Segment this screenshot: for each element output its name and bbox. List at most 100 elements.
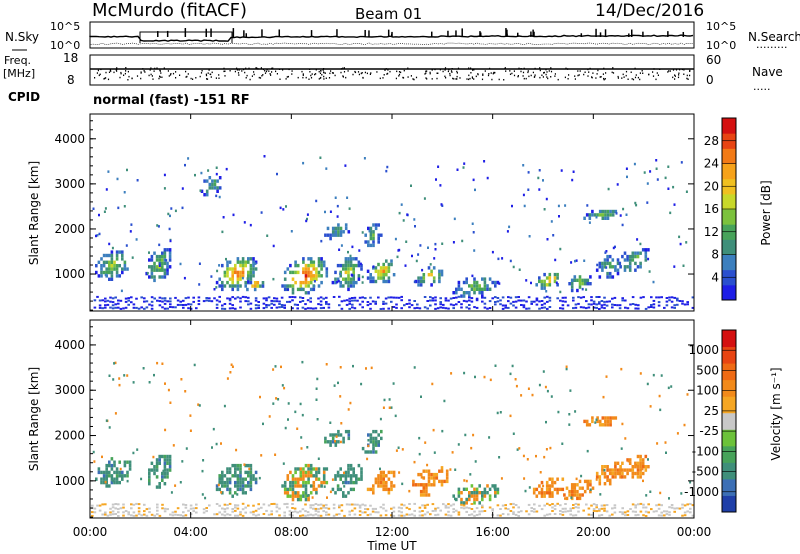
heatmap-cell xyxy=(657,304,661,307)
heatmap-cell xyxy=(339,467,342,471)
heatmap-cell xyxy=(98,299,102,302)
heatmap-cell xyxy=(357,477,361,481)
heatmap-cell xyxy=(434,509,437,512)
heatmap-cell xyxy=(400,507,403,510)
heatmap-cell xyxy=(114,507,117,510)
heatmap-cell xyxy=(161,471,164,476)
y-tick-label: 1000 xyxy=(54,474,85,488)
heatmap-cell xyxy=(226,470,229,475)
nave-dot xyxy=(444,69,446,71)
heatmap-cell xyxy=(377,273,380,277)
heatmap-cell xyxy=(401,448,404,451)
heatmap-cell xyxy=(681,514,684,517)
heatmap-cell xyxy=(546,389,549,393)
nave-dot xyxy=(579,70,581,72)
heatmap-cell xyxy=(293,303,297,306)
nave-dot xyxy=(136,75,139,77)
heatmap-cell xyxy=(249,302,253,305)
heatmap-cell xyxy=(660,514,663,517)
heatmap-cell xyxy=(411,254,413,258)
heatmap-cell xyxy=(109,513,112,516)
nave-dot xyxy=(503,79,505,81)
heatmap-cell xyxy=(412,479,415,484)
heatmap-cell xyxy=(349,284,353,288)
heatmap-cell xyxy=(100,264,103,268)
heatmap-cell xyxy=(623,251,627,255)
heatmap-cell xyxy=(111,479,114,483)
heatmap-cell xyxy=(286,474,290,478)
nave-dot xyxy=(554,75,556,77)
x-tick-label: 04:00 xyxy=(173,525,208,539)
heatmap-cell xyxy=(117,299,120,302)
heatmap-cell xyxy=(257,304,260,307)
nave-dot xyxy=(637,76,639,79)
heatmap-cell xyxy=(668,296,671,299)
heatmap-cell xyxy=(244,506,247,509)
beam-title: Beam 01 xyxy=(355,5,422,23)
heatmap-cell xyxy=(218,300,221,303)
heatmap-cell xyxy=(636,468,640,472)
heatmap-cell xyxy=(553,279,557,284)
heatmap-cell xyxy=(118,274,121,278)
heatmap-cell xyxy=(247,257,250,261)
heatmap-cell xyxy=(349,480,353,485)
heatmap-cell xyxy=(280,304,284,306)
heatmap-cell xyxy=(286,487,290,492)
heatmap-cell xyxy=(241,270,245,275)
heatmap-cell xyxy=(236,474,240,478)
heatmap-cell xyxy=(123,474,127,478)
heatmap-cell xyxy=(657,503,661,506)
heatmap-cell xyxy=(320,257,323,261)
heatmap-cell xyxy=(291,514,294,517)
nave-dot xyxy=(448,68,450,71)
heatmap-cell xyxy=(291,287,295,292)
heatmap-cell xyxy=(667,187,670,190)
heatmap-cell xyxy=(570,496,573,499)
heatmap-cell xyxy=(413,307,416,310)
heatmap-cell xyxy=(152,455,155,459)
heatmap-cell xyxy=(307,467,310,471)
heatmap-cell xyxy=(123,205,126,208)
heatmap-cell xyxy=(522,306,526,309)
heatmap-cell xyxy=(312,274,316,278)
nave-dot xyxy=(218,74,220,76)
nave-dot xyxy=(310,74,312,77)
heatmap-cell xyxy=(545,290,548,293)
heatmap-cell xyxy=(221,491,224,495)
heatmap-cell xyxy=(337,233,340,237)
nave-dot xyxy=(279,78,281,80)
heatmap-cell xyxy=(683,303,687,306)
heatmap-cell xyxy=(385,273,388,277)
heatmap-cell xyxy=(239,477,242,481)
heatmap-cell xyxy=(226,467,229,471)
nave-dot xyxy=(603,77,605,80)
heatmap-cell xyxy=(372,276,375,280)
heatmap-cell xyxy=(548,283,552,287)
heatmap-cell xyxy=(313,285,316,288)
heatmap-cell xyxy=(496,297,500,299)
heatmap-cell xyxy=(273,297,276,300)
heatmap-cell xyxy=(156,299,159,302)
heatmap-cell xyxy=(247,480,250,485)
heatmap-cell xyxy=(605,510,609,513)
nave-dot xyxy=(357,71,360,73)
heatmap-cell xyxy=(338,504,341,507)
nave-dot xyxy=(323,78,325,80)
nave-dot xyxy=(468,78,470,81)
heatmap-cell xyxy=(537,176,540,180)
heatmap-cell xyxy=(325,296,328,299)
nave-dot xyxy=(431,78,433,80)
heatmap-cell xyxy=(387,269,391,273)
heatmap-cell xyxy=(313,280,316,283)
heatmap-cell xyxy=(226,504,229,506)
nave-dot xyxy=(545,68,547,71)
heatmap-cell xyxy=(93,507,97,510)
heatmap-cell xyxy=(589,489,592,494)
heatmap-cell xyxy=(333,384,336,387)
heatmap-cell xyxy=(374,269,378,273)
heatmap-cell xyxy=(591,486,595,490)
heatmap-cell xyxy=(497,257,500,261)
heatmap-cell xyxy=(100,267,103,271)
heatmap-cell xyxy=(468,494,471,498)
heatmap-cell xyxy=(540,303,544,306)
